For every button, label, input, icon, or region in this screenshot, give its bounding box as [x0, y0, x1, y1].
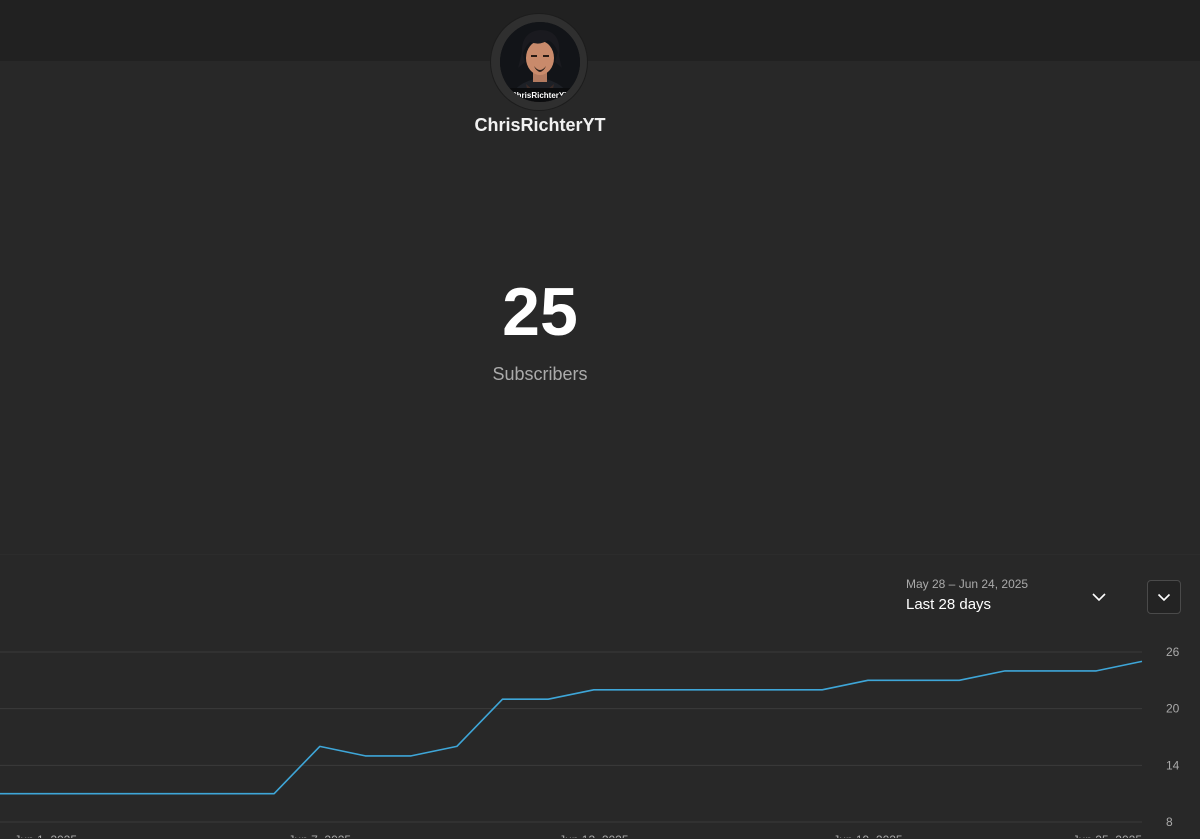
x-tick-label: Jun 25, 2025 — [1073, 833, 1143, 838]
channel-name[interactable]: ChrisRichterYT — [474, 115, 606, 135]
x-tick-label: Jun 1, 2025 — [14, 833, 77, 838]
y-tick-label: 20 — [1166, 702, 1180, 716]
x-tick-label: Jun 7, 2025 — [288, 833, 351, 838]
date-range-label[interactable]: Last 28 days — [906, 596, 992, 613]
avatar-illustration: ChrisRichterYT — [500, 22, 580, 102]
subscribers-line-chart: 8 14 20 26 Jun 1, 2025 Jun 7, 2025 Jun 13, 20… — [0, 645, 1180, 838]
x-axis: Jun 1, 2025 Jun 7, 2025 Jun 13, 2025 Jun 19… — [14, 833, 1142, 838]
collapse-button[interactable] — [1147, 580, 1181, 614]
x-tick-label: Jun 13, 2025 — [559, 833, 629, 838]
avatar[interactable]: ChrisRichterYT — [500, 22, 580, 102]
top-bar — [0, 0, 1200, 61]
chart-series — [0, 660, 1143, 795]
chart-panel — [0, 554, 1200, 839]
x-tick-label: Jun 19, 2025 — [833, 833, 903, 838]
chevron-down-icon[interactable] — [1090, 588, 1108, 606]
y-tick-label: 8 — [1166, 815, 1173, 829]
subscriber-label: Subscribers — [492, 364, 588, 384]
avatar-caption: ChrisRichterYT — [511, 91, 569, 100]
channel-summary — [0, 61, 1200, 554]
chevron-down-icon — [1157, 593, 1171, 602]
y-tick-label: 26 — [1166, 645, 1180, 659]
chart-grid — [0, 651, 1142, 823]
y-axis: 8 14 20 26 — [1166, 645, 1180, 829]
date-range-dates[interactable]: May 28 – Jun 24, 2025 — [906, 577, 1029, 591]
series-line[interactable] — [0, 660, 1143, 795]
subscriber-count: 25 — [502, 274, 578, 350]
y-tick-label: 14 — [1166, 758, 1180, 772]
